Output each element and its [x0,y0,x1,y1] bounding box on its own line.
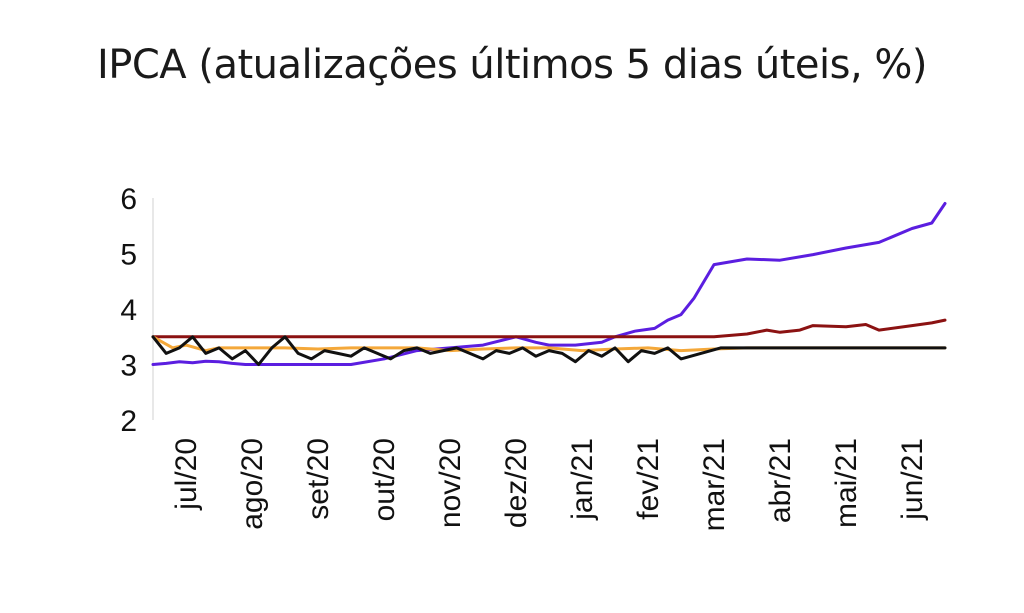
x-tick-label: jul/20 [170,438,203,511]
series-line-3 [151,335,947,366]
x-tick-label: mar/21 [698,438,731,531]
x-tick-label: ago/20 [236,438,269,530]
x-tick-label: dez/20 [500,438,533,528]
chart-series [151,202,947,366]
y-tick-label: 6 [120,183,137,216]
chart-title: IPCA (atualizações últimos 5 dias úteis,… [96,42,928,88]
x-tick-label: set/20 [302,438,335,520]
x-tick-label: mai/21 [830,438,863,528]
x-tick-label: abr/21 [764,438,797,523]
series-line-1 [151,318,947,339]
x-tick-label: jun/21 [896,438,929,521]
y-tick-label: 2 [120,405,137,438]
x-tick-label: jan/21 [566,438,599,521]
y-tick-label: 5 [120,239,137,272]
x-tick-label: nov/20 [434,438,467,528]
x-tick-labels: jul/20 ago/20 set/20 out/20 nov/20 dez/20 jan/… [170,438,929,531]
y-tick-label: 3 [120,350,137,383]
series-line-0 [151,202,947,366]
y-tick-label: 4 [120,294,137,327]
x-tick-label: out/20 [368,438,401,521]
y-tick-labels: 2 3 4 5 6 [120,183,137,438]
x-tick-label: fev/21 [632,438,665,520]
